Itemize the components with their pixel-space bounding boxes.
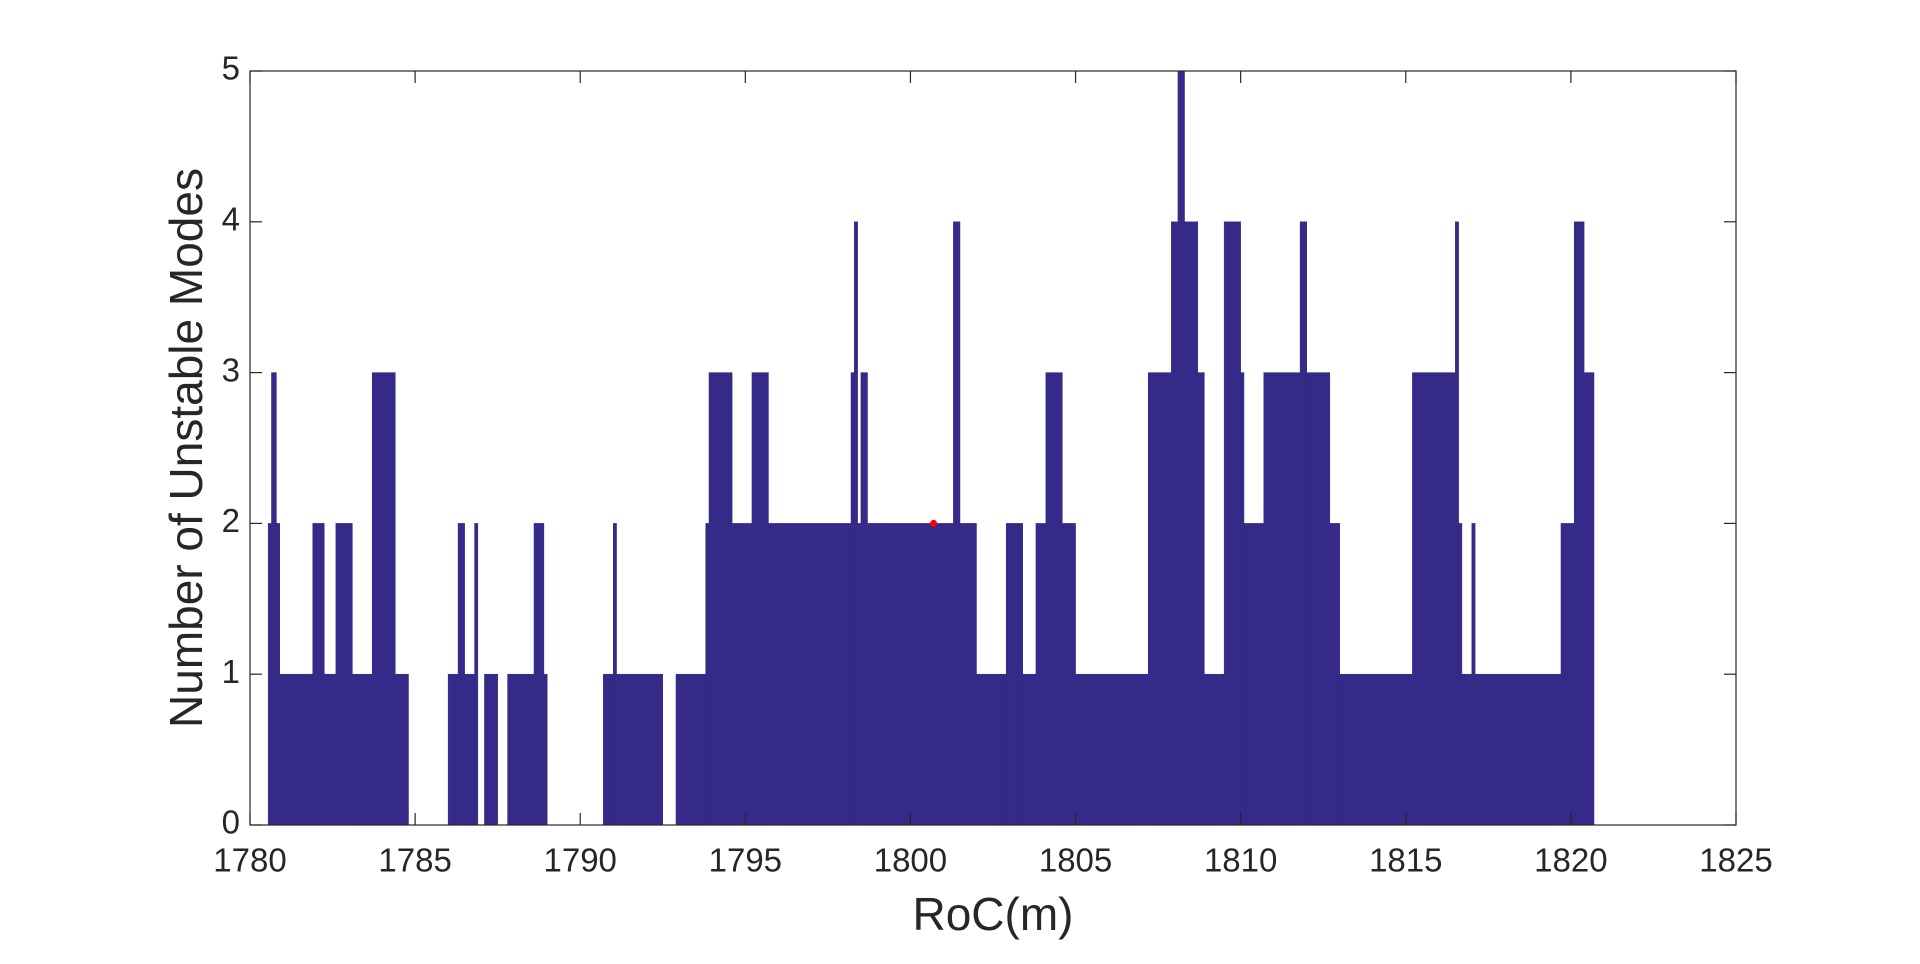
marker-point — [930, 519, 938, 527]
x-tick-label: 1815 — [1369, 842, 1442, 879]
x-tick-label: 1795 — [709, 842, 782, 879]
bar — [1062, 523, 1076, 826]
bar — [1045, 372, 1063, 826]
bar — [1197, 372, 1205, 826]
x-tick-label: 1800 — [874, 842, 947, 879]
y-tick-label: 0 — [222, 804, 240, 841]
x-tick-label: 1820 — [1534, 842, 1607, 879]
bar — [1171, 221, 1179, 826]
bar — [1306, 372, 1331, 826]
x-tick-label: 1790 — [544, 842, 617, 879]
bar — [276, 523, 280, 826]
bar — [533, 523, 545, 826]
bar — [507, 673, 535, 826]
bar — [1458, 523, 1463, 826]
bar — [457, 523, 465, 826]
bar — [1005, 523, 1023, 826]
bar — [1263, 372, 1301, 826]
bar — [1223, 221, 1241, 826]
bar — [959, 523, 977, 826]
y-tick-label: 1 — [222, 653, 240, 690]
x-tick-label: 1805 — [1039, 842, 1112, 879]
bar — [447, 673, 459, 826]
bar — [395, 673, 409, 826]
y-tick-label: 2 — [222, 502, 240, 539]
bar — [857, 523, 862, 826]
bar — [616, 673, 664, 826]
bar — [603, 673, 614, 826]
y-tick-label: 5 — [222, 50, 240, 87]
bar — [1075, 673, 1149, 826]
bar — [1240, 372, 1245, 826]
bar — [1329, 523, 1340, 826]
bar — [1184, 221, 1198, 826]
bar — [352, 673, 373, 826]
bar — [1204, 673, 1225, 826]
x-tick-label: 1825 — [1699, 842, 1772, 879]
bar — [705, 523, 710, 826]
bar — [324, 673, 337, 826]
bar — [371, 372, 396, 826]
bar — [464, 673, 475, 826]
bar — [335, 523, 353, 826]
bar — [976, 673, 1007, 826]
bar — [1474, 673, 1562, 826]
bar — [953, 221, 961, 826]
bar — [1243, 523, 1265, 826]
bar — [731, 523, 753, 826]
x-tick-label: 1785 — [378, 842, 451, 879]
y-axis-label: Number of Unstable Modes — [160, 168, 212, 728]
bar — [271, 372, 277, 826]
bar — [751, 372, 769, 826]
bar — [1022, 673, 1037, 826]
bar — [1573, 221, 1585, 826]
bar — [768, 523, 852, 826]
bar — [1035, 523, 1047, 826]
bar — [1461, 673, 1473, 826]
bar — [279, 673, 313, 826]
bar — [484, 673, 498, 826]
bar — [1177, 70, 1185, 826]
bar — [267, 523, 272, 826]
bar — [1339, 673, 1413, 826]
bar — [1299, 221, 1307, 826]
bar — [1560, 523, 1575, 826]
bar — [1412, 372, 1456, 826]
bar — [612, 523, 617, 826]
bar — [543, 673, 548, 826]
x-tick-label: 1780 — [213, 842, 286, 879]
bar — [312, 523, 325, 826]
y-tick-label: 4 — [222, 201, 240, 238]
bar — [860, 372, 868, 826]
bar — [867, 523, 954, 826]
x-axis-label: RoC(m) — [913, 888, 1074, 940]
bar — [850, 372, 855, 826]
bar — [1455, 221, 1459, 826]
bar — [854, 221, 858, 826]
bar — [474, 523, 479, 826]
x-tick-label: 1810 — [1204, 842, 1277, 879]
bar — [675, 673, 706, 826]
y-tick-label: 3 — [222, 351, 240, 388]
bar — [1147, 372, 1172, 826]
bar — [1583, 372, 1595, 826]
plot-frame — [249, 70, 1737, 826]
bar — [1471, 523, 1476, 826]
bar — [708, 372, 733, 826]
